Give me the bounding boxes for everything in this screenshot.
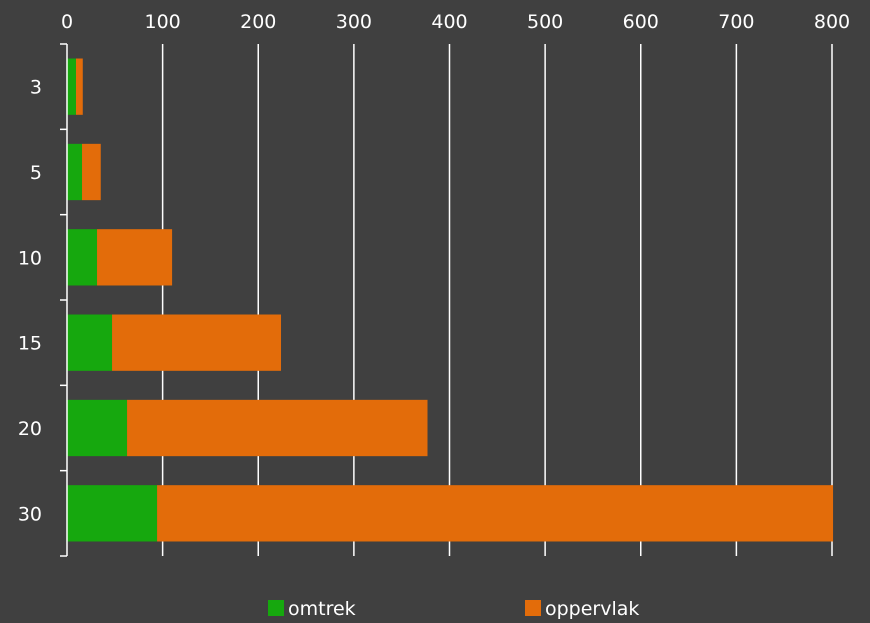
- legend-label-omtrek: omtrek: [288, 598, 356, 620]
- bar-oppervlak-3: [75, 58, 83, 115]
- x-tick-label: 500: [527, 11, 563, 33]
- bar-oppervlak-5: [82, 143, 101, 201]
- y-tick-label: 10: [18, 247, 42, 269]
- bar-omtrek-15: [67, 314, 113, 371]
- x-tick-label: 400: [431, 11, 467, 33]
- y-tick-label: 30: [18, 503, 42, 525]
- y-tick-label: 5: [30, 162, 42, 184]
- y-tick-label: 20: [18, 418, 42, 440]
- legend: omtrek oppervlak: [268, 598, 639, 620]
- bar-oppervlak-10: [97, 229, 173, 286]
- legend-swatch-omtrek: [268, 600, 284, 616]
- x-tick-label: 100: [144, 11, 180, 33]
- y-axis: 3 5 10 15 20 30: [18, 43, 68, 557]
- x-tick-label: 0: [61, 11, 73, 33]
- x-tick-label: 200: [240, 11, 276, 33]
- x-tick-label: 800: [814, 11, 850, 33]
- bar-oppervlak-20: [127, 399, 428, 457]
- bar-omtrek-10: [67, 229, 98, 286]
- x-tick-label: 300: [336, 11, 372, 33]
- bars: [67, 58, 834, 542]
- x-tick-label: 600: [623, 11, 659, 33]
- y-tick-label: 3: [30, 77, 42, 99]
- gridlines: [161, 44, 833, 556]
- legend-label-oppervlak: oppervlak: [545, 598, 639, 620]
- y-tick-label: 15: [18, 333, 42, 355]
- bar-omtrek-30: [67, 485, 158, 542]
- x-axis-tick-labels: 0 100 200 300 400 500 600 700 800: [61, 11, 850, 33]
- bar-omtrek-5: [67, 143, 83, 201]
- bar-omtrek-3: [67, 58, 76, 115]
- bar-oppervlak-30: [157, 485, 834, 542]
- x-tick-label: 700: [718, 11, 754, 33]
- legend-swatch-oppervlak: [525, 600, 541, 616]
- bar-omtrek-20: [67, 399, 128, 457]
- bar-oppervlak-15: [112, 314, 282, 371]
